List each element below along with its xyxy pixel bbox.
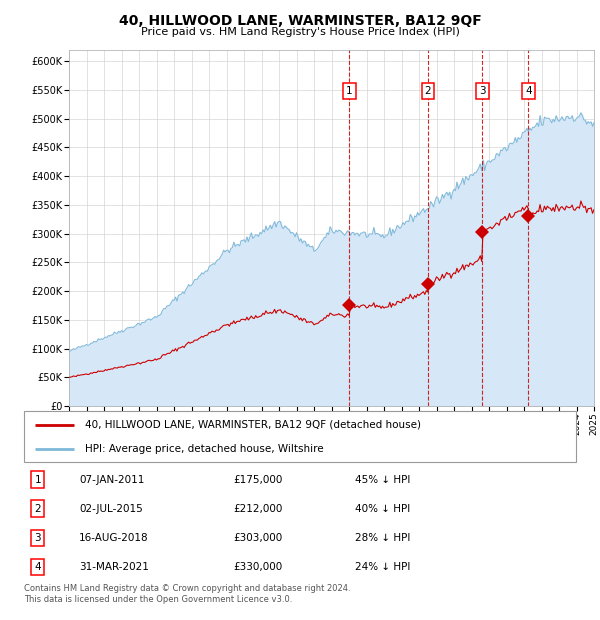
Text: £330,000: £330,000 (234, 562, 283, 572)
Text: 28% ↓ HPI: 28% ↓ HPI (355, 533, 410, 543)
Text: 2: 2 (424, 86, 431, 96)
Text: Contains HM Land Registry data © Crown copyright and database right 2024.: Contains HM Land Registry data © Crown c… (24, 584, 350, 593)
Text: 3: 3 (479, 86, 485, 96)
Text: 2: 2 (34, 503, 41, 514)
Text: 1: 1 (34, 474, 41, 485)
Text: 40% ↓ HPI: 40% ↓ HPI (355, 503, 410, 514)
Text: 1: 1 (346, 86, 353, 96)
Text: 4: 4 (525, 86, 532, 96)
Text: 16-AUG-2018: 16-AUG-2018 (79, 533, 149, 543)
Text: 4: 4 (34, 562, 41, 572)
Text: 40, HILLWOOD LANE, WARMINSTER, BA12 9QF: 40, HILLWOOD LANE, WARMINSTER, BA12 9QF (119, 14, 481, 28)
Text: £212,000: £212,000 (234, 503, 283, 514)
Text: 31-MAR-2021: 31-MAR-2021 (79, 562, 149, 572)
Text: £303,000: £303,000 (234, 533, 283, 543)
Text: £175,000: £175,000 (234, 474, 283, 485)
Text: HPI: Average price, detached house, Wiltshire: HPI: Average price, detached house, Wilt… (85, 444, 323, 454)
Text: 3: 3 (34, 533, 41, 543)
Text: 07-JAN-2011: 07-JAN-2011 (79, 474, 145, 485)
Text: 45% ↓ HPI: 45% ↓ HPI (355, 474, 410, 485)
Text: 40, HILLWOOD LANE, WARMINSTER, BA12 9QF (detached house): 40, HILLWOOD LANE, WARMINSTER, BA12 9QF … (85, 420, 421, 430)
Text: 24% ↓ HPI: 24% ↓ HPI (355, 562, 410, 572)
Text: This data is licensed under the Open Government Licence v3.0.: This data is licensed under the Open Gov… (24, 595, 292, 604)
Text: Price paid vs. HM Land Registry's House Price Index (HPI): Price paid vs. HM Land Registry's House … (140, 27, 460, 37)
FancyBboxPatch shape (24, 411, 576, 462)
Text: 02-JUL-2015: 02-JUL-2015 (79, 503, 143, 514)
